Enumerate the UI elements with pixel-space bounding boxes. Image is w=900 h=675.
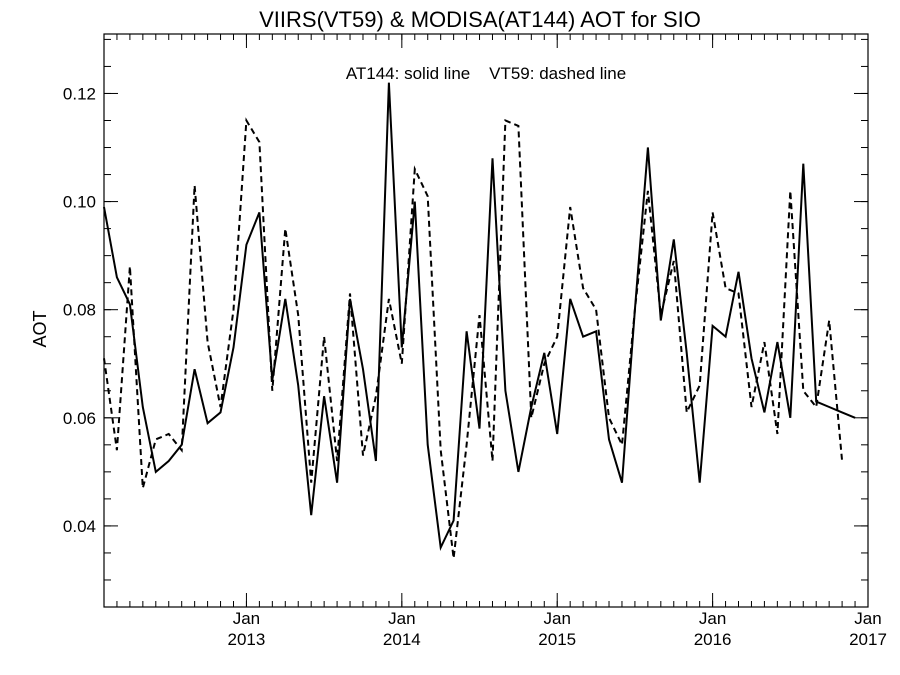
- plot-area: 0.04 0.06 0.08 0.10 0.12 Jan 2013 Jan 2014 Jan 201…: [63, 33, 887, 649]
- x-tick-label-month: Jan: [699, 609, 726, 628]
- x-tick-label-year: 2015: [538, 630, 576, 649]
- y-tick-label: 0.06: [63, 409, 96, 428]
- plot-frame: [103, 33, 869, 608]
- x-tick-label-month: Jan: [854, 609, 881, 628]
- y-tick-label: 0.12: [63, 84, 96, 103]
- series-line-vt59: [103, 117, 844, 559]
- x-tick-label-month: Jan: [233, 609, 260, 628]
- series-annotation: AT144: solid line VT59: dashed line: [346, 64, 626, 83]
- series-line-at144: [103, 82, 856, 552]
- y-tick-label: 0.04: [63, 517, 96, 536]
- y-tick-label: 0.10: [63, 193, 96, 212]
- y-tick-label: 0.08: [63, 301, 96, 320]
- x-tick-label-year: 2013: [228, 630, 266, 649]
- x-tick-label-month: Jan: [388, 609, 415, 628]
- x-tick-label-year: 2014: [383, 630, 421, 649]
- x-tick-label-year: 2016: [694, 630, 732, 649]
- x-tick-label-month: Jan: [544, 609, 571, 628]
- x-tick-label-year: 2017: [849, 630, 887, 649]
- chart-title: VIIRS(VT59) & MODISA(AT144) AOT for SIO: [259, 7, 701, 32]
- y-axis-label: AOT: [30, 310, 50, 347]
